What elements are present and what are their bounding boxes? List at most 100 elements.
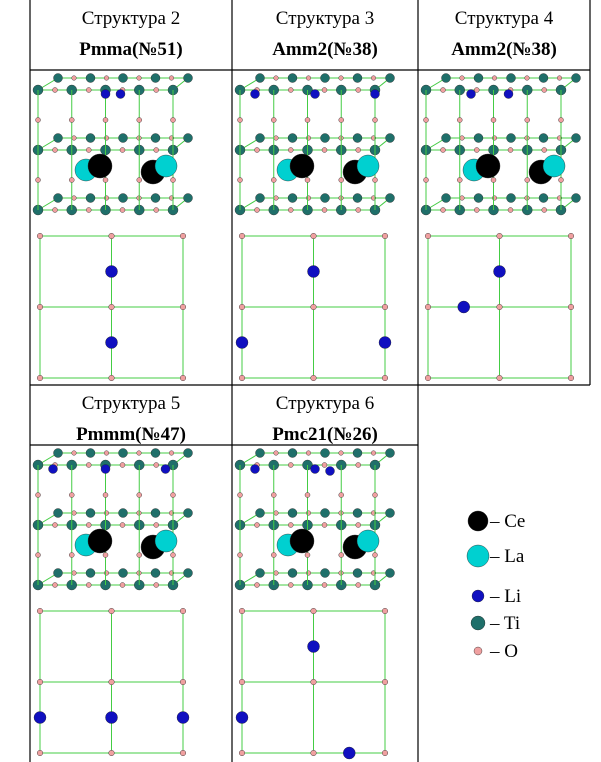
atom xyxy=(321,194,330,203)
atom xyxy=(106,266,118,278)
atom xyxy=(88,529,112,553)
atom xyxy=(256,449,265,458)
atom xyxy=(288,569,297,578)
atom xyxy=(382,375,388,381)
atom xyxy=(308,641,320,653)
atom xyxy=(256,509,265,518)
atom xyxy=(151,74,160,83)
atom xyxy=(180,750,186,756)
atom xyxy=(154,463,159,468)
atom xyxy=(356,148,361,153)
legend-label: – O xyxy=(489,641,518,662)
atom xyxy=(339,178,344,183)
atom xyxy=(321,449,330,458)
atom xyxy=(442,134,451,143)
atom xyxy=(109,750,115,756)
atom xyxy=(155,530,177,552)
atom xyxy=(382,679,388,685)
atom xyxy=(255,148,260,153)
atom xyxy=(305,553,310,558)
atom xyxy=(274,196,279,201)
atom xyxy=(311,304,317,310)
atom xyxy=(442,194,451,203)
atom xyxy=(568,375,574,381)
atom xyxy=(169,76,174,81)
structure-title: Структура 5 xyxy=(82,393,180,414)
atom xyxy=(180,304,186,310)
atom xyxy=(322,583,327,588)
atom xyxy=(507,194,516,203)
atom xyxy=(311,90,320,99)
atom xyxy=(239,750,245,756)
atom xyxy=(54,569,63,578)
atom xyxy=(508,208,513,213)
atom xyxy=(184,134,193,143)
atom xyxy=(151,569,160,578)
atom xyxy=(103,178,108,183)
atom xyxy=(356,583,361,588)
atom xyxy=(559,118,564,123)
atom xyxy=(255,208,260,213)
atom xyxy=(251,90,260,99)
atom xyxy=(497,375,503,381)
atom xyxy=(474,74,483,83)
atom xyxy=(353,569,362,578)
atom xyxy=(371,451,376,456)
atom xyxy=(155,155,177,177)
atom xyxy=(339,118,344,123)
atom xyxy=(353,509,362,518)
atom xyxy=(288,194,297,203)
atom xyxy=(236,712,248,724)
atom xyxy=(180,679,186,685)
atom xyxy=(238,118,243,123)
atom xyxy=(311,375,317,381)
atom xyxy=(288,148,293,153)
structure-title: Структура 3 xyxy=(276,8,374,29)
atom xyxy=(386,449,395,458)
atom xyxy=(251,465,260,474)
atom xyxy=(255,523,260,528)
atom xyxy=(356,88,361,93)
atom xyxy=(171,553,176,558)
atom xyxy=(326,467,335,476)
atom xyxy=(474,194,483,203)
atom xyxy=(119,134,128,143)
atom xyxy=(137,451,142,456)
atom xyxy=(137,493,142,498)
atom xyxy=(37,750,43,756)
atom xyxy=(539,194,548,203)
atom xyxy=(542,208,547,213)
atom xyxy=(109,233,115,239)
atom xyxy=(36,178,41,183)
atom xyxy=(306,571,311,576)
atom xyxy=(288,509,297,518)
atom xyxy=(311,679,317,685)
atom xyxy=(54,74,63,83)
atom xyxy=(37,679,43,685)
atom xyxy=(492,136,497,141)
atom xyxy=(151,194,160,203)
atom xyxy=(171,493,176,498)
legend-label: – Li xyxy=(489,586,521,607)
atom xyxy=(559,178,564,183)
atom xyxy=(542,88,547,93)
atom xyxy=(180,233,186,239)
atom xyxy=(568,233,574,239)
legend-symbol xyxy=(474,647,482,655)
atom xyxy=(86,449,95,458)
atom xyxy=(72,571,77,576)
atom xyxy=(306,511,311,516)
atom xyxy=(184,569,193,578)
atom xyxy=(572,74,581,83)
atom xyxy=(103,553,108,558)
atom xyxy=(180,608,186,614)
atom xyxy=(256,569,265,578)
atom xyxy=(119,569,128,578)
atom xyxy=(441,208,446,213)
atom xyxy=(425,304,431,310)
atom xyxy=(72,136,77,141)
atom xyxy=(256,134,265,143)
atom xyxy=(101,465,110,474)
atom xyxy=(109,608,115,614)
atom xyxy=(311,465,320,474)
